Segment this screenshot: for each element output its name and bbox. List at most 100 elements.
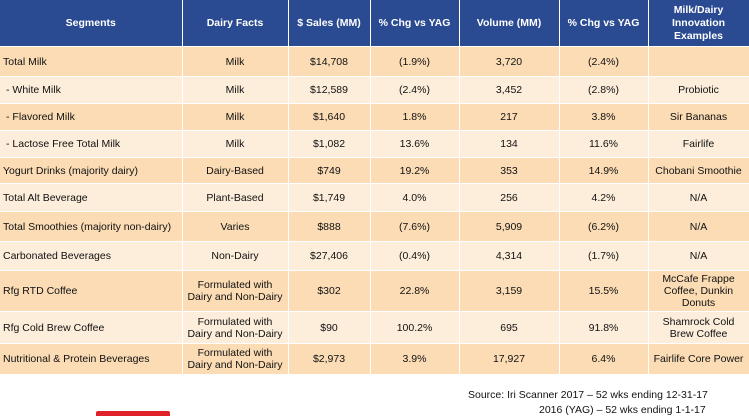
cell-innovation-example	[648, 46, 749, 77]
header-volume: Volume (MM)	[459, 0, 560, 47]
cell-volume-chg: 14.9%	[559, 157, 649, 184]
cell-dairy-facts: Dairy-Based	[182, 157, 289, 184]
cell-sales: $90	[288, 311, 371, 344]
table-row: Rfg RTD Coffee Formulated with Dairy and …	[0, 270, 749, 312]
cell-sales: $1,749	[288, 183, 371, 212]
cell-sales: $12,589	[288, 76, 371, 104]
cell-volume-chg: (6.2%)	[559, 211, 649, 242]
cell-dairy-facts: Milk	[182, 103, 289, 131]
cell-sales-chg: 3.9%	[370, 343, 460, 374]
cell-segment: - Flavored Milk	[0, 103, 183, 131]
cell-dairy-facts: Milk	[182, 76, 289, 104]
source-note-line1: Source: Iri Scanner 2017 – 52 wks ending…	[468, 389, 708, 401]
table-row: Total Alt Beverage Plant-Based $1,749 4.0% 2…	[0, 183, 749, 212]
cell-volume-chg: (1.7%)	[559, 241, 649, 271]
cell-sales-chg: (0.4%)	[370, 241, 460, 271]
cell-dairy-facts: Formulated with Dairy and Non-Dairy	[182, 311, 289, 344]
cell-volume-chg: 3.8%	[559, 103, 649, 131]
header-volume-chg: % Chg vs YAG	[559, 0, 649, 47]
cell-segment: Rfg RTD Coffee	[0, 270, 183, 312]
cell-volume-chg: 91.8%	[559, 311, 649, 344]
cell-sales: $2,973	[288, 343, 371, 374]
cell-sales: $1,640	[288, 103, 371, 131]
cell-sales-chg: 22.8%	[370, 270, 460, 312]
dairy-segments-table: Segments Dairy Facts $ Sales (MM) % Chg …	[0, 0, 749, 374]
cell-innovation-example: McCafe Frappe Coffee, Dunkin Donuts	[648, 270, 749, 312]
cell-segment: Total Milk	[0, 46, 183, 77]
cell-volume: 17,927	[459, 343, 560, 374]
table-row: Rfg Cold Brew Coffee Formulated with Dair…	[0, 311, 749, 344]
cell-segment: Rfg Cold Brew Coffee	[0, 311, 183, 344]
table-row: Total Smoothies (majority non-dairy) Vari…	[0, 211, 749, 242]
cell-volume: 5,909	[459, 211, 560, 242]
cell-dairy-facts: Non-Dairy	[182, 241, 289, 271]
cell-segment: Carbonated Beverages	[0, 241, 183, 271]
cell-innovation-example: Sir Bananas	[648, 103, 749, 131]
table-row: - White Milk Milk $12,589 (2.4%) 3,452 (2.8%)…	[0, 76, 749, 104]
table-row: Nutritional & Protein Beverages Formulate…	[0, 343, 749, 374]
cell-volume: 256	[459, 183, 560, 212]
cell-sales: $749	[288, 157, 371, 184]
cell-dairy-facts: Varies	[182, 211, 289, 242]
cell-dairy-facts: Formulated with Dairy and Non-Dairy	[182, 343, 289, 374]
cell-segment: - Lactose Free Total Milk	[0, 130, 183, 158]
header-innovation-examples: Milk/Dairy Innovation Examples	[648, 0, 749, 47]
cell-innovation-example: Chobani Smoothie	[648, 157, 749, 184]
cell-volume: 134	[459, 130, 560, 158]
header-segments: Segments	[0, 0, 183, 47]
cell-sales-chg: 4.0%	[370, 183, 460, 212]
cell-volume: 3,452	[459, 76, 560, 104]
cell-dairy-facts: Plant-Based	[182, 183, 289, 212]
cell-volume-chg: (2.8%)	[559, 76, 649, 104]
cell-dairy-facts: Milk	[182, 46, 289, 77]
header-row: Segments Dairy Facts $ Sales (MM) % Chg …	[0, 0, 749, 47]
cell-volume-chg: 4.2%	[559, 183, 649, 212]
table-row: Yogurt Drinks (majority dairy) Dairy-Base…	[0, 157, 749, 184]
source-note-line2: 2016 (YAG) – 52 wks ending 1-1-17	[539, 404, 706, 416]
cell-sales-chg: (2.4%)	[370, 76, 460, 104]
cell-dairy-facts: Milk	[182, 130, 289, 158]
cell-sales-chg: (1.9%)	[370, 46, 460, 77]
cell-volume-chg: (2.4%)	[559, 46, 649, 77]
cell-sales: $302	[288, 270, 371, 312]
cell-sales: $1,082	[288, 130, 371, 158]
cell-innovation-example: Fairlife Core Power	[648, 343, 749, 374]
cell-volume-chg: 15.5%	[559, 270, 649, 312]
cell-innovation-example: N/A	[648, 211, 749, 242]
cell-segment: Nutritional & Protein Beverages	[0, 343, 183, 374]
cell-sales-chg: 1.8%	[370, 103, 460, 131]
table-row: Carbonated Beverages Non-Dairy $27,406 (0.4…	[0, 241, 749, 271]
cell-innovation-example: Probiotic	[648, 76, 749, 104]
header-dairy-facts: Dairy Facts	[182, 0, 289, 47]
cell-innovation-example: Shamrock Cold Brew Coffee	[648, 311, 749, 344]
cell-segment: Total Alt Beverage	[0, 183, 183, 212]
cell-sales: $888	[288, 211, 371, 242]
cell-volume-chg: 11.6%	[559, 130, 649, 158]
cell-volume: 3,720	[459, 46, 560, 77]
cell-sales-chg: (7.6%)	[370, 211, 460, 242]
header-sales: $ Sales (MM)	[288, 0, 371, 47]
cell-volume: 353	[459, 157, 560, 184]
cell-volume: 695	[459, 311, 560, 344]
brand-logo-fragment	[96, 411, 170, 416]
cell-dairy-facts: Formulated with Dairy and Non-Dairy	[182, 270, 289, 312]
cell-volume-chg: 6.4%	[559, 343, 649, 374]
cell-sales: $27,406	[288, 241, 371, 271]
table-row: - Flavored Milk Milk $1,640 1.8% 217 3.8% Sir …	[0, 103, 749, 131]
cell-sales-chg: 100.2%	[370, 311, 460, 344]
table-row: Total Milk Milk $14,708 (1.9%) 3,720 (2.4%)	[0, 46, 749, 77]
cell-volume: 3,159	[459, 270, 560, 312]
cell-innovation-example: Fairlife	[648, 130, 749, 158]
cell-innovation-example: N/A	[648, 183, 749, 212]
cell-volume: 217	[459, 103, 560, 131]
cell-innovation-example: N/A	[648, 241, 749, 271]
cell-sales: $14,708	[288, 46, 371, 77]
cell-segment: Yogurt Drinks (majority dairy)	[0, 157, 183, 184]
cell-volume: 4,314	[459, 241, 560, 271]
table-row: - Lactose Free Total Milk Milk $1,082 13.6%…	[0, 130, 749, 158]
cell-segment: Total Smoothies (majority non-dairy)	[0, 211, 183, 242]
header-sales-chg: % Chg vs YAG	[370, 0, 460, 47]
cell-sales-chg: 19.2%	[370, 157, 460, 184]
cell-segment: - White Milk	[0, 76, 183, 104]
cell-sales-chg: 13.6%	[370, 130, 460, 158]
